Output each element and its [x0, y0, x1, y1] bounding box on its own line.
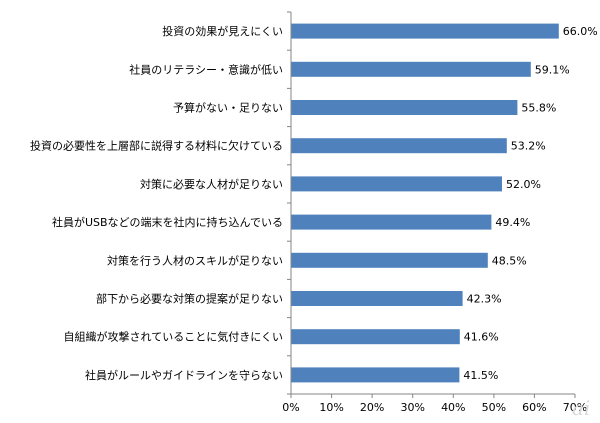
- category-label: 部下から必要な対策の提案が足りない: [96, 292, 283, 306]
- x-tick-label: 0%: [282, 401, 299, 414]
- value-label: 41.5%: [463, 369, 498, 382]
- bar: [291, 61, 531, 77]
- bars-group: [291, 23, 559, 383]
- bar: [291, 100, 518, 115]
- value-label: 59.1%: [535, 63, 570, 76]
- bar: [291, 252, 488, 268]
- category-label: 投資の効果が見えにくい: [162, 24, 283, 38]
- value-label: 66.0%: [563, 25, 598, 38]
- category-label: 対策を行う人材のスキルが足りない: [107, 253, 283, 267]
- bar: [291, 214, 492, 230]
- value-label: 49.4%: [495, 216, 530, 229]
- x-tick-label: 30%: [400, 401, 424, 414]
- value-label: 52.0%: [506, 178, 541, 191]
- value-labels-group: 66.0% 59.1% 55.8% 53.2% 52.0% 49.4% 48.5% 42.3%…: [463, 25, 597, 382]
- x-tick-label: 10%: [319, 401, 343, 414]
- category-label: 社員がUSBなどの端末を社内に持ち込んでいる: [52, 215, 283, 229]
- x-tick-label: 20%: [360, 401, 384, 414]
- bar: [291, 138, 507, 154]
- x-tick-label: 50%: [482, 401, 506, 414]
- x-tick-label: 40%: [441, 401, 465, 414]
- value-label: 53.2%: [511, 140, 546, 153]
- category-label: 投資の必要性を上層部に説得する材料に欠けている: [30, 139, 283, 153]
- bar: [291, 367, 460, 383]
- value-label: 42.3%: [467, 293, 502, 306]
- category-label: 自組織が攻撃されていることに気付きにくい: [64, 330, 283, 344]
- bar: [291, 176, 502, 192]
- value-label: 55.8%: [521, 102, 556, 115]
- value-label: 48.5%: [492, 254, 527, 267]
- ai-logo-text: ai: [572, 397, 590, 419]
- x-tick-label: 70%: [563, 401, 587, 414]
- x-ticks-group: 0% 10% 20% 30% 40% 50% 60% 70%: [282, 394, 587, 414]
- category-labels-group: 投資の効果が見えにくい社員のリテラシー・意識が低い予算がない・足りない投資の必要…: [30, 24, 283, 382]
- ai-logo-watermark: ai: [572, 397, 590, 419]
- bar: [291, 329, 460, 345]
- category-label: 対策に必要な人材が足りない: [140, 177, 283, 191]
- bar: [291, 291, 463, 306]
- category-label: 社員がルールやガイドラインを守らない: [85, 368, 283, 382]
- category-label: 社員のリテラシー・意識が低い: [129, 62, 283, 76]
- axes-group: [287, 11, 575, 395]
- x-tick-label: 60%: [522, 401, 546, 414]
- bar: [291, 23, 559, 39]
- value-label: 41.6%: [464, 331, 499, 344]
- category-label: 予算がない・足りない: [173, 101, 283, 115]
